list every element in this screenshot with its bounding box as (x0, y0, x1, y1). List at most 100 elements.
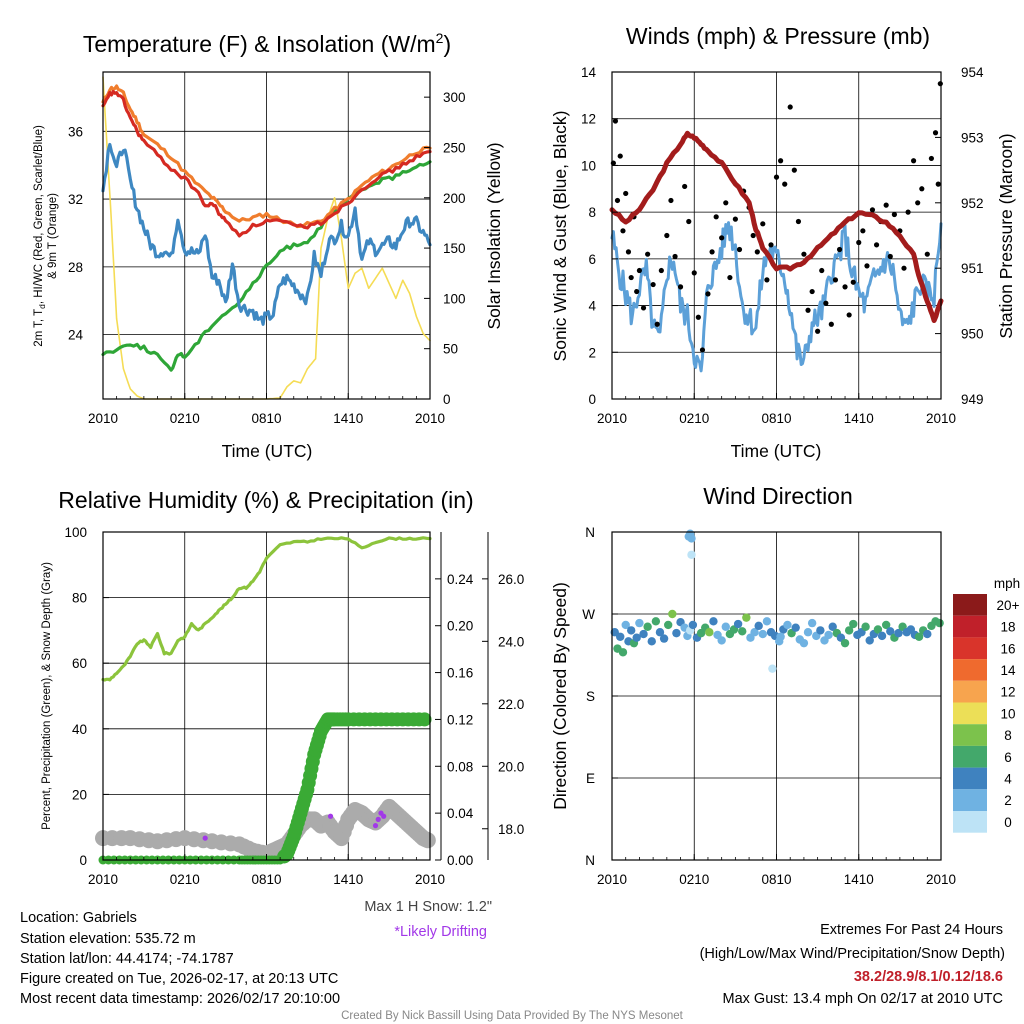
gust-point (628, 274, 634, 281)
direction-point (750, 628, 759, 637)
drifting-note: *Likely Drifting (394, 924, 487, 940)
snow-y-tick-label: 22.0 (498, 697, 524, 712)
gust-point (856, 239, 862, 246)
winds-panel: Winds (mph) & Pressure (mb) 2010 0210 0810… (550, 23, 1016, 461)
gust-point (695, 314, 701, 320)
direction-point (672, 628, 681, 638)
direction-point (721, 622, 730, 631)
humidity-y-tick-label: 60 (72, 656, 87, 671)
gust-point (658, 267, 664, 274)
direction-point (643, 622, 652, 631)
direction-y-tick-label: E (586, 771, 595, 786)
direction-point (635, 618, 644, 628)
direction-point (791, 623, 800, 632)
temperature-series-2m-t (101, 89, 432, 238)
temperature-y-tick-label: 36 (68, 124, 83, 139)
gust-point (795, 218, 802, 225)
gust-point (612, 118, 619, 124)
gust-point (819, 267, 825, 274)
gust-point (828, 321, 834, 327)
gust-point (901, 265, 907, 271)
speed-legend-label: 4 (1004, 771, 1012, 786)
insolation-y-label: Solar Insolation (Yellow) (484, 142, 504, 329)
temperature-y-label-line2: & 9m T (Orange) (47, 193, 59, 279)
direction-point (709, 617, 718, 626)
direction-point (647, 637, 656, 646)
direction-point (873, 625, 883, 634)
direction-title: Wind Direction (703, 483, 853, 509)
direction-point (865, 636, 874, 645)
speed-legend-label: 8 (1004, 728, 1012, 743)
direction-y-tick-label: N (585, 853, 595, 868)
direction-point (935, 618, 944, 628)
winds-y-tick-label: 4 (588, 299, 596, 314)
gust-point (760, 221, 766, 227)
direction-x-tick-label: 2010 (597, 872, 627, 887)
direction-point (881, 620, 891, 630)
humidity-x-tick-label: 0210 (170, 872, 200, 887)
gust-point (736, 246, 743, 253)
gust-point (713, 214, 719, 220)
insolation-y-tick-label: 100 (443, 291, 466, 306)
gust-point (832, 277, 839, 283)
winds-y-tick-label: 0 (588, 392, 596, 407)
gust-point (924, 251, 930, 257)
direction-point (758, 629, 767, 639)
winds-y-label: Sonic Wind & Gust (Blue, Black) (550, 111, 570, 362)
gust-point (617, 153, 623, 159)
gust-point (709, 249, 715, 255)
gust-point (654, 321, 660, 327)
gust-point (764, 277, 770, 283)
speed-legend-label: 20+ (997, 598, 1020, 613)
winds-x-label: Time (UTC) (731, 441, 822, 461)
direction-x-tick-label: 2010 (926, 872, 956, 887)
temperature-series-td (101, 160, 432, 372)
gust-point (727, 274, 733, 281)
gust-point (614, 197, 621, 204)
temperature-series-solar-insolation (102, 76, 431, 400)
gust-point (887, 253, 893, 260)
direction-x-tick-label: 0810 (761, 872, 791, 887)
gust-point (846, 312, 852, 318)
winds-y-tick-label: 2 (588, 345, 596, 360)
gust-point (620, 228, 626, 234)
gust-point (836, 246, 843, 253)
temperature-panel: Temperature (F) & Insolation (W/m2) 2010… (33, 30, 504, 461)
temperature-y-tick-label: 28 (68, 260, 83, 275)
latlon-text: Station lat/lon: 44.4174; -74.1787 (20, 951, 234, 967)
gust-point (823, 300, 829, 306)
speed-legend-title: mph (994, 576, 1020, 591)
winds-y-tick-label: 8 (588, 205, 596, 220)
gust-point (634, 288, 640, 295)
speed-legend-swatch (953, 789, 987, 811)
direction-point (742, 613, 751, 622)
gust-point (686, 218, 692, 225)
speed-legend-label: 6 (1004, 750, 1012, 765)
temperature-x-tick-label: 1410 (333, 411, 363, 426)
footer: Location: Gabriels Station elevation: 53… (20, 910, 1005, 1022)
speed-legend-swatch (953, 767, 987, 790)
speed-legend-swatch (953, 680, 987, 703)
gust-point (640, 305, 647, 311)
pressure-y-tick-label: 952 (961, 196, 984, 211)
direction-point (688, 620, 698, 630)
gust-point (754, 249, 760, 255)
gust-point (691, 270, 697, 276)
speed-legend-label: 18 (1000, 620, 1015, 635)
speed-legend-swatch (953, 637, 987, 660)
drifting-point (202, 835, 208, 841)
speed-legend-label: 14 (1000, 663, 1016, 678)
direction-point (844, 626, 854, 635)
direction-point (705, 628, 714, 637)
gust-point (645, 251, 651, 257)
direction-point (807, 618, 817, 628)
gust-point (919, 186, 925, 192)
direction-point (659, 634, 669, 643)
direction-y-tick-label: S (586, 689, 595, 704)
temperature-y-tick-label: 24 (68, 328, 84, 343)
direction-point (616, 632, 625, 641)
gust-point (705, 291, 711, 297)
direction-point (799, 638, 809, 648)
gust-point (623, 190, 629, 197)
gust-point (778, 158, 784, 164)
